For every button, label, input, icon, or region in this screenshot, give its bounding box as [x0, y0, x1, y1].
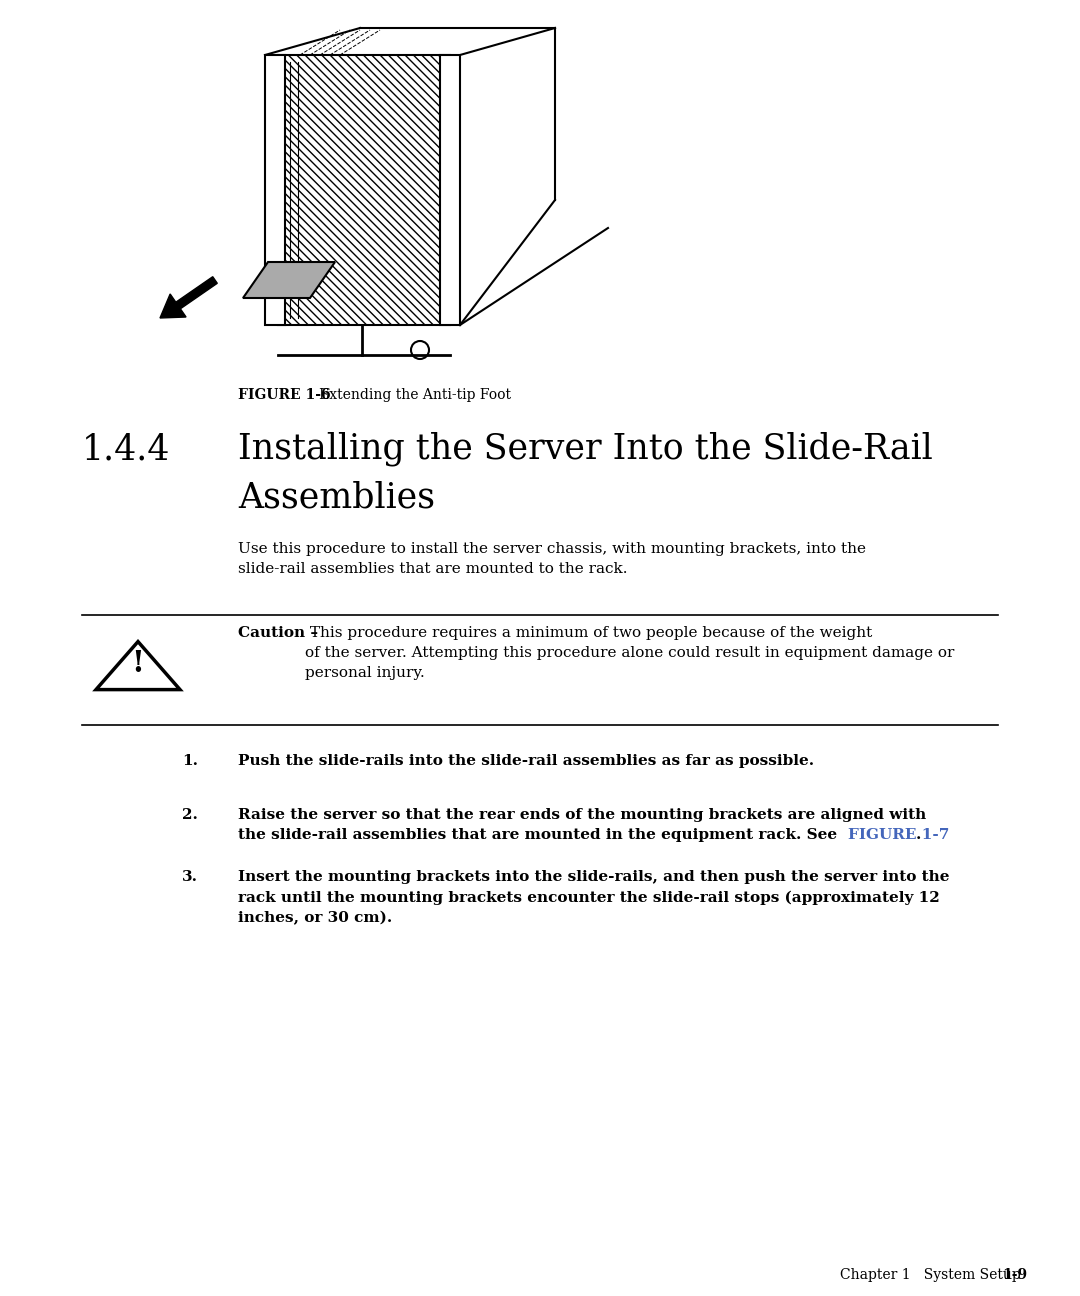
Text: .: .: [916, 828, 921, 842]
Polygon shape: [440, 54, 460, 325]
Text: 3.: 3.: [183, 870, 198, 884]
Text: Installing the Server Into the Slide-Rail: Installing the Server Into the Slide-Rai…: [238, 432, 933, 467]
Text: !: !: [132, 649, 145, 679]
Polygon shape: [278, 54, 450, 325]
Text: Raise the server so that the rear ends of the mounting brackets are aligned with: Raise the server so that the rear ends o…: [238, 807, 927, 822]
Text: This procedure requires a minimum of two people because of the weight
of the ser: This procedure requires a minimum of two…: [305, 626, 955, 680]
Text: FIGURE 1-7: FIGURE 1-7: [848, 828, 949, 842]
Text: 1.: 1.: [183, 754, 198, 769]
Text: Insert the mounting brackets into the slide-rails, and then push the server into: Insert the mounting brackets into the sl…: [238, 870, 949, 925]
Text: Caution –: Caution –: [238, 626, 319, 640]
Polygon shape: [96, 642, 180, 689]
Text: Assemblies: Assemblies: [238, 480, 435, 515]
Text: the slide-rail assemblies that are mounted in the equipment rack. See: the slide-rail assemblies that are mount…: [238, 828, 842, 842]
Polygon shape: [243, 262, 335, 298]
Text: Use this procedure to install the server chassis, with mounting brackets, into t: Use this procedure to install the server…: [238, 542, 866, 575]
Polygon shape: [265, 54, 285, 325]
Text: 2.: 2.: [183, 807, 198, 822]
Text: Extending the Anti-tip Foot: Extending the Anti-tip Foot: [306, 388, 511, 402]
FancyArrow shape: [160, 277, 217, 318]
Text: FIGURE 1-6: FIGURE 1-6: [238, 388, 330, 402]
Text: Chapter 1   System Setup: Chapter 1 System Setup: [840, 1267, 1021, 1282]
Text: 1-9: 1-9: [1002, 1267, 1027, 1282]
Text: 1.4.4: 1.4.4: [82, 432, 171, 467]
Text: Push the slide-rails into the slide-rail assemblies as far as possible.: Push the slide-rails into the slide-rail…: [238, 754, 814, 769]
